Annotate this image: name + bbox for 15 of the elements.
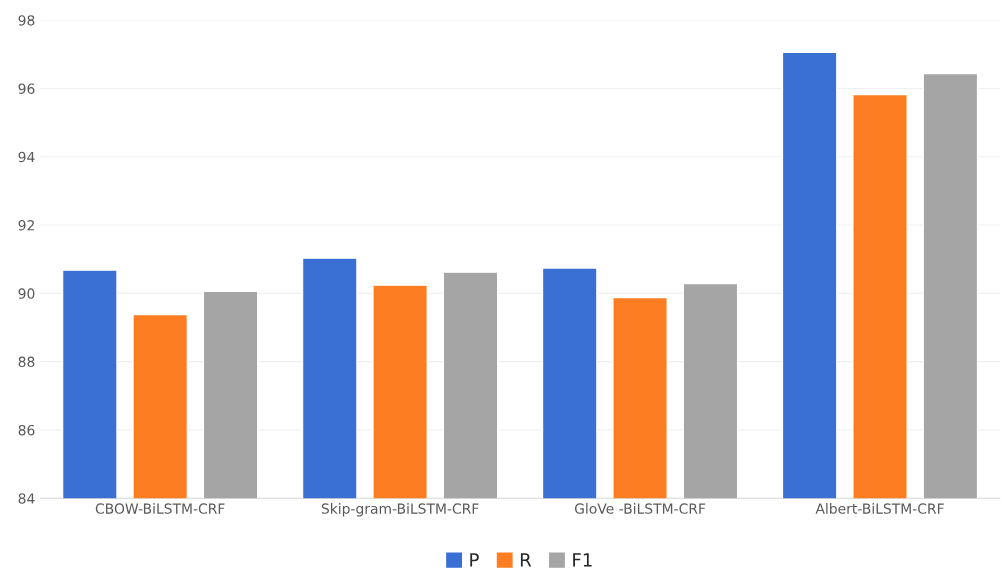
y-tick-label: 94 — [18, 151, 35, 163]
x-tick-label: CBOW-BiLSTM-CRF — [95, 503, 225, 514]
x-tick-label: Albert-BiLSTM-CRF — [815, 503, 944, 514]
legend-label: P — [470, 553, 479, 567]
y-tick-label: 86 — [18, 424, 35, 436]
y-tick-label: 90 — [18, 288, 35, 299]
y-tick-label: 84 — [18, 493, 35, 504]
legend-label: F1 — [573, 553, 592, 567]
legend-label: R — [520, 553, 532, 567]
x-tick-label: Skip-gram-BiLSTM-CRF — [321, 503, 479, 517]
x-tick-label: GloVe -BiLSTM-CRF — [574, 503, 706, 514]
y-tick-label: 96 — [18, 83, 35, 94]
y-tick-label: 92 — [18, 220, 34, 231]
y-tick-label: 88 — [18, 356, 35, 368]
y-tick-label: 98 — [18, 15, 35, 26]
